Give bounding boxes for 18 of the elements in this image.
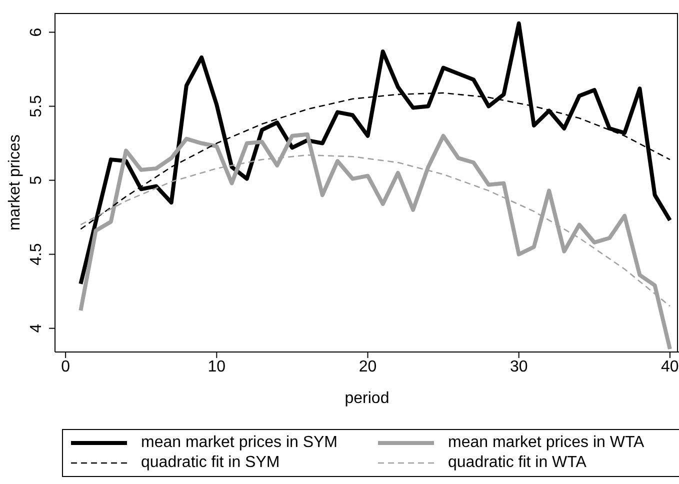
legend-label: mean market prices in SYM [141, 434, 338, 452]
y-tick-label: 5.5 [28, 95, 45, 118]
x-tick-label: 20 [358, 358, 377, 376]
legend-label: quadratic fit in SYM [141, 454, 280, 472]
legend-label: quadratic fit in WTA [448, 454, 586, 472]
y-tick-label: 4.5 [28, 243, 45, 266]
legend-label: mean market prices in WTA [448, 434, 644, 452]
line-series [78, 132, 672, 352]
y-tick-label: 6 [28, 28, 45, 37]
x-tick-label: 30 [510, 358, 528, 376]
x-axis-title: period [344, 390, 390, 407]
y-tick-label: 4 [28, 324, 45, 333]
x-tick-label: 0 [61, 358, 70, 376]
line-series [78, 21, 672, 286]
y-tick-label: 5 [28, 176, 45, 185]
y-axis-title: market prices [6, 134, 24, 231]
x-tick-label: 10 [208, 358, 226, 376]
x-tick-label: 40 [661, 358, 679, 376]
